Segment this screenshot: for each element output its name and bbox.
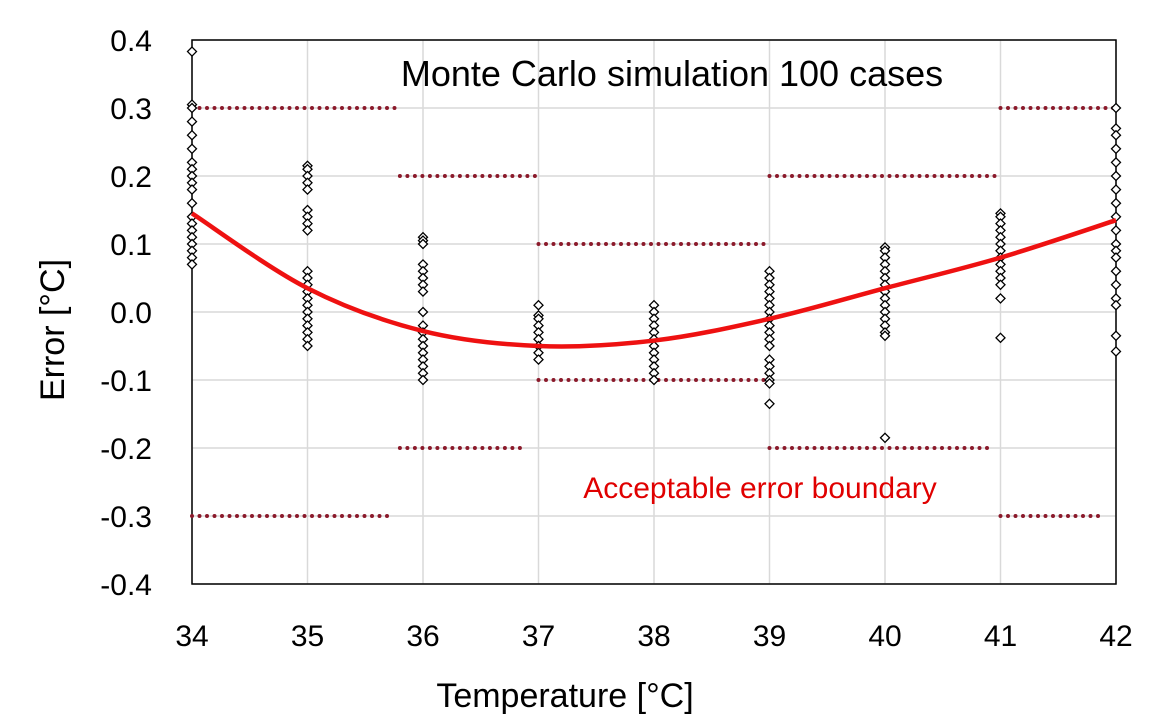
scatter-point <box>186 258 198 270</box>
x-tick-label: 38 <box>637 620 670 653</box>
scatter-point <box>186 184 198 196</box>
x-tick-label: 41 <box>984 620 1017 653</box>
scatter-point <box>1110 143 1122 155</box>
scatter-point <box>1110 197 1122 209</box>
x-tick-label: 35 <box>291 620 324 653</box>
scatter-point <box>1110 330 1122 342</box>
scatter-point <box>1110 299 1122 311</box>
scatter-point <box>1110 129 1122 141</box>
y-tick-label: 0.0 <box>110 297 152 330</box>
scatter-point <box>186 102 198 114</box>
chart-title: Monte Carlo simulation 100 cases <box>401 53 943 94</box>
x-tick-label: 36 <box>406 620 439 653</box>
x-axis-ticks: 34 35 36 37 38 39 40 41 42 <box>175 620 1132 653</box>
scatter-point <box>186 143 198 155</box>
scatter-point <box>186 197 198 209</box>
scatter-point <box>648 374 660 386</box>
scatter-point <box>302 184 313 196</box>
scatter-point <box>302 224 313 236</box>
x-tick-label: 40 <box>868 620 901 653</box>
scatter-point <box>533 299 544 311</box>
scatter-point <box>417 238 429 250</box>
y-axis-ticks: 0.4 0.3 0.2 0.1 0.0 -0.1 -0.2 -0.3 -0.4 <box>100 25 152 602</box>
scatter-point <box>186 129 198 141</box>
scatter-point <box>302 340 313 352</box>
x-tick-label: 37 <box>522 620 555 653</box>
boundary-annotation: Acceptable error boundary <box>583 472 937 505</box>
mean-error-line <box>190 211 1117 349</box>
scatter-point <box>1110 102 1122 114</box>
scatter-point <box>1110 279 1122 291</box>
scatter-point <box>1110 224 1122 236</box>
scatter-point <box>417 286 429 298</box>
scatter-point <box>1110 265 1122 277</box>
scatter-point <box>995 332 1006 344</box>
plot-area-border <box>191 39 1117 585</box>
scatter-point <box>1110 184 1122 196</box>
scatter-point <box>764 340 775 352</box>
scatter-point <box>1110 170 1122 182</box>
x-tick-label: 34 <box>175 620 208 653</box>
mean-curve <box>190 211 1117 349</box>
scatter-point <box>879 432 891 444</box>
scatter-point <box>995 292 1006 304</box>
scatter-point <box>186 46 198 57</box>
scatter-point <box>879 330 891 342</box>
y-tick-label: 0.2 <box>110 161 152 194</box>
scatter-point <box>533 354 544 366</box>
x-axis-label: Temperature [°C] <box>436 677 693 715</box>
scatter-points <box>186 46 1122 444</box>
y-tick-label: -0.1 <box>100 365 152 398</box>
y-axis-label: Error [°C] <box>34 259 72 401</box>
boundary-lines <box>190 106 1118 518</box>
scatter-point <box>995 279 1006 291</box>
scatter-point <box>1110 252 1122 264</box>
scatter-point <box>186 116 198 128</box>
y-tick-label: 0.3 <box>110 93 152 126</box>
scatter-point <box>1110 156 1122 168</box>
y-tick-label: -0.4 <box>100 569 152 602</box>
x-tick-label: 39 <box>753 620 786 653</box>
scatter-point <box>1110 346 1122 357</box>
y-tick-label: -0.2 <box>100 433 152 466</box>
scatter-point <box>417 306 429 318</box>
scatter-point <box>764 377 775 389</box>
y-tick-label: 0.4 <box>110 25 152 58</box>
x-tick-label: 42 <box>1099 620 1132 653</box>
scatter-point <box>764 398 775 410</box>
scatter-point <box>417 374 429 386</box>
y-tick-label: 0.1 <box>110 229 152 262</box>
y-tick-label: -0.3 <box>100 501 152 534</box>
